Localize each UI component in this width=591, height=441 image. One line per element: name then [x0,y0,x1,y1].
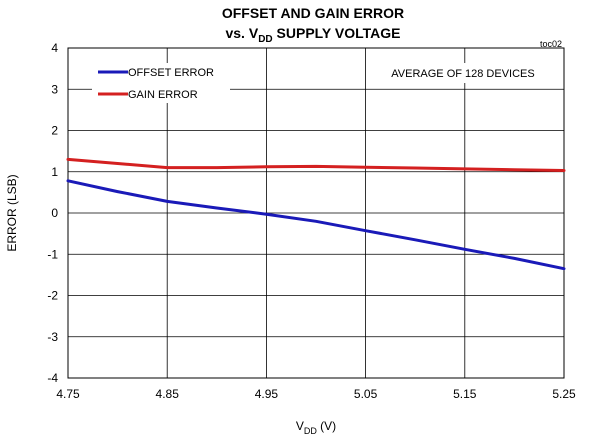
title-prefix: vs. V [225,25,258,41]
x-tick-label: 5.25 [552,387,576,401]
x-tick-labels: 4.75 4.85 4.95 5.05 5.15 5.25 [56,387,576,401]
chart-title-line2: vs. VDD SUPPLY VOLTAGE [225,25,400,45]
x-label-subscript: DD [304,426,317,436]
y-tick-label: -1 [47,247,58,261]
series-line-offset-error [66,179,566,271]
toc-tag: toc02 [540,39,562,49]
title-subscript: DD [258,34,272,45]
legend-label-offset: OFFSET ERROR [128,67,214,79]
series-lines [66,157,566,271]
x-tick-label: 5.15 [453,387,477,401]
x-tick-label: 4.75 [56,387,80,401]
title-suffix: SUPPLY VOLTAGE [273,25,401,41]
series-line-gain-error [66,157,566,172]
x-axis-label: VDD (V) [296,419,336,436]
chart-title-line1: OFFSET AND GAIN ERROR [222,5,404,21]
y-tick-label: 2 [51,124,58,138]
y-tick-labels: 4 3 2 1 0 -1 -2 -3 -4 [47,41,58,385]
y-tick-label: 0 [51,206,58,220]
y-tick-label: 3 [51,82,58,96]
y-tick-label: -2 [47,289,58,303]
x-tick-label: 4.95 [255,387,279,401]
legend-label-gain: GAIN ERROR [128,89,198,101]
annotation-background [368,63,558,83]
x-label-main: V [296,419,304,433]
y-tick-label: 4 [51,41,58,55]
x-tick-label: 4.85 [156,387,180,401]
legend: OFFSET ERROR GAIN ERROR [92,63,230,103]
x-tick-label: 5.05 [354,387,378,401]
y-tick-label: 1 [51,165,58,179]
annotation: AVERAGE OF 128 DEVICES [391,68,534,80]
y-axis-label: ERROR (LSB) [5,174,19,251]
legend-background [92,63,230,103]
y-tick-label: -4 [47,371,58,385]
y-tick-label: -3 [47,330,58,344]
x-label-suffix: (V) [317,419,336,433]
plot-frame [67,47,565,379]
